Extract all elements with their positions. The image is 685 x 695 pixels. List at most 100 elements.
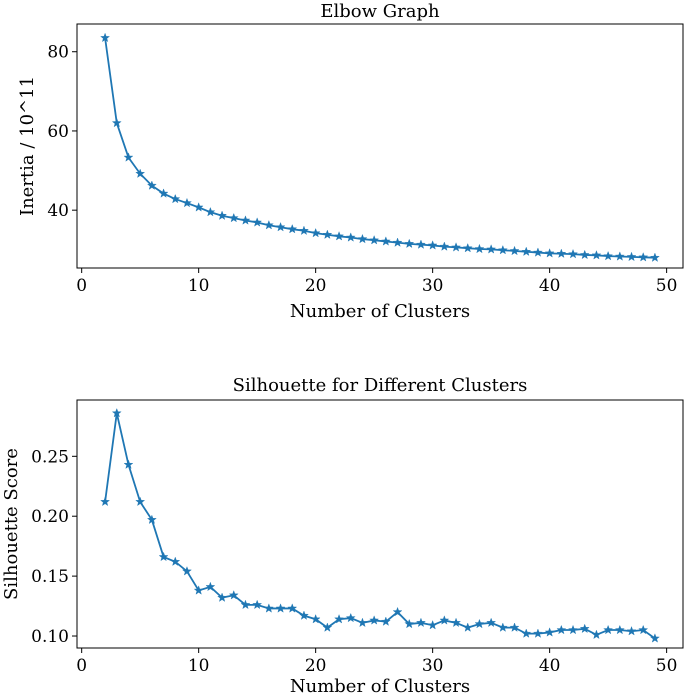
elbow-data-point (544, 248, 555, 258)
elbow-data-point (228, 212, 239, 223)
silhouette-data-point (299, 610, 309, 620)
silhouette-data-point (556, 624, 567, 635)
silhouette-data-point (626, 626, 637, 636)
silhouette-data-point (497, 622, 508, 632)
silhouette-data-point (345, 612, 356, 623)
elbow-data-point (509, 245, 520, 256)
silhouette-data-point (334, 614, 344, 624)
silhouette-data-point (486, 617, 497, 628)
elbow-data-point (287, 223, 298, 234)
silhouette-data-point (310, 614, 321, 624)
elbow-data-point (603, 250, 614, 261)
silhouette-data-point (357, 617, 368, 628)
silhouette-data-point (135, 496, 146, 507)
silhouette-data-point (217, 592, 227, 602)
silhouette-x-axis-label: Number of Clusters (290, 676, 470, 695)
elbow-data-point (205, 206, 216, 217)
elbow-data-point (357, 233, 368, 244)
elbow-data-point (626, 251, 637, 262)
elbow-x-tick-label: 30 (422, 276, 444, 296)
elbow-data-point (649, 252, 660, 262)
elbow-data-point (591, 250, 602, 260)
silhouette-data-point (544, 627, 555, 637)
silhouette-data-point (275, 603, 286, 613)
silhouette-x-tick-label: 50 (656, 656, 678, 676)
silhouette-data-point (240, 599, 251, 610)
elbow-data-point (427, 240, 438, 250)
silhouette-x-tick-label: 20 (305, 656, 327, 676)
elbow-x-axis-label: Number of Clusters (290, 301, 470, 322)
elbow-data-point (486, 244, 497, 254)
silhouette-data-point (462, 622, 473, 632)
silhouette-y-tick-label: 0.20 (31, 507, 69, 527)
silhouette-data-point (287, 603, 298, 613)
silhouette-data-point (568, 624, 578, 635)
silhouette-x-tick-label: 0 (76, 656, 87, 676)
silhouette-data-point (100, 496, 111, 507)
elbow-y-tick-label: 80 (47, 43, 69, 63)
silhouette-data-point (603, 624, 614, 635)
elbow-data-point (404, 238, 415, 249)
silhouette-y-tick-label: 0.15 (31, 567, 69, 587)
silhouette-x-tick-label: 10 (188, 656, 210, 676)
elbow-data-point (334, 231, 344, 241)
silhouette-data-point (649, 633, 660, 643)
elbow-data-point (135, 168, 146, 178)
silhouette-data-point (392, 606, 403, 617)
elbow-data-point (533, 247, 543, 257)
elbow-data-point (100, 32, 111, 43)
silhouette-series-line (104, 412, 656, 640)
silhouette-y-tick-label: 0.10 (31, 627, 69, 647)
silhouette-data-point (369, 615, 380, 625)
elbow-data-point (579, 249, 590, 260)
silhouette-data-point (263, 603, 274, 613)
elbow-data-point (380, 236, 391, 246)
elbow-data-point (182, 197, 192, 208)
elbow-data-point (614, 251, 625, 261)
elbow-plot-frame (76, 23, 684, 269)
silhouette-data-point (474, 618, 485, 629)
elbow-data-point (451, 242, 461, 252)
silhouette-data-point (252, 599, 263, 610)
silhouette-data-point (228, 590, 239, 600)
silhouette-data-point (579, 623, 590, 634)
elbow-data-point (146, 180, 157, 190)
elbow-data-point (170, 193, 181, 204)
elbow-data-point (240, 215, 251, 225)
silhouette-data-point (591, 629, 602, 640)
elbow-y-tick-label: 40 (47, 201, 69, 221)
silhouette-data-point (111, 407, 122, 418)
silhouette-data-point (182, 566, 192, 576)
silhouette-chart: Silhouette for Different Clusters Number … (1, 375, 684, 695)
silhouette-data-point (521, 628, 532, 638)
silhouette-data-point (638, 624, 649, 635)
elbow-data-point (369, 235, 380, 245)
elbow-x-tick-label: 40 (539, 276, 561, 296)
elbow-data-point (193, 202, 204, 212)
silhouette-x-tick-label: 30 (422, 656, 444, 676)
silhouette-data-point (439, 615, 450, 625)
elbow-data-point (392, 237, 403, 247)
elbow-data-point (474, 243, 485, 254)
elbow-data-point (439, 241, 450, 251)
elbow-data-point (123, 152, 134, 162)
silhouette-data-point (404, 618, 415, 629)
silhouette-data-point (533, 628, 543, 638)
silhouette-data-point (193, 585, 204, 595)
silhouette-x-tick-label: 40 (539, 656, 561, 676)
silhouette-title: Silhouette for Different Clusters (233, 375, 528, 396)
elbow-data-point (111, 117, 122, 128)
silhouette-data-point (322, 622, 333, 632)
elbow-x-tick-label: 50 (656, 276, 678, 296)
elbow-data-point (638, 252, 649, 262)
silhouette-data-point (509, 622, 520, 632)
silhouette-y-tick-label: 0.25 (31, 447, 69, 467)
elbow-y-tick-label: 60 (47, 122, 69, 142)
elbow-data-point (568, 248, 578, 259)
elbow-title: Elbow Graph (320, 1, 440, 22)
elbow-data-point (252, 217, 263, 227)
elbow-series-line (104, 37, 655, 259)
elbow-data-point (310, 227, 321, 238)
elbow-data-point (521, 246, 532, 256)
